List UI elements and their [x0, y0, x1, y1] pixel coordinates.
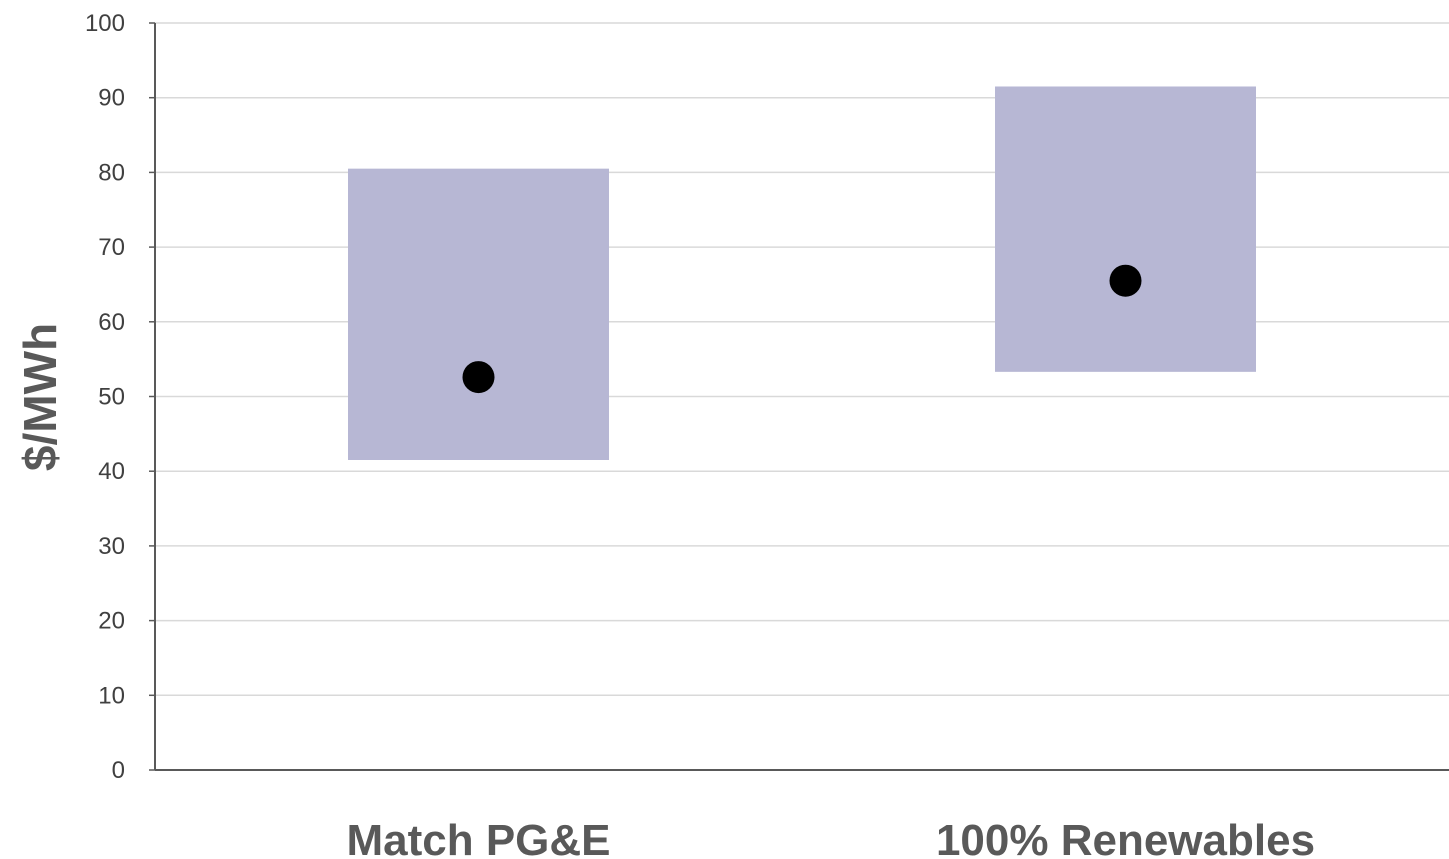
y-tick-label: 30 [98, 533, 125, 560]
data-point [463, 361, 495, 393]
range-bar [348, 169, 609, 460]
category-label: Match PG&E [346, 816, 610, 859]
category-label: 100% Renewables [936, 816, 1315, 859]
y-tick-label: 60 [98, 309, 125, 336]
y-tick-label: 80 [98, 159, 125, 186]
y-tick-label: 70 [98, 234, 125, 261]
y-tick-labels: 0 10 20 30 40 50 60 70 80 90 100 [85, 10, 125, 784]
y-tick-label: 50 [98, 384, 125, 411]
y-axis-title: $/MWh [14, 323, 66, 471]
y-tick-label: 100 [85, 10, 125, 37]
y-tick-label: 10 [98, 682, 125, 709]
y-tick-label: 20 [98, 608, 125, 635]
y-tick-label: 90 [98, 85, 125, 112]
data-point [1110, 265, 1142, 297]
y-tick-label: 0 [112, 757, 125, 784]
category-labels: Match PG&E 100% Renewables [346, 816, 1315, 859]
range-bar [995, 86, 1256, 371]
y-tick-label: 40 [98, 458, 125, 485]
